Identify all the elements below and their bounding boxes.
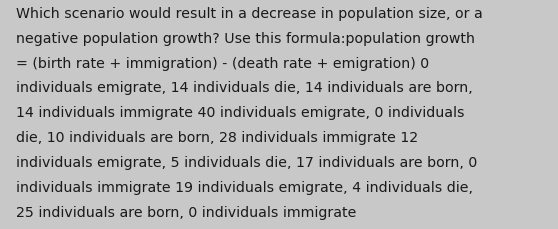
Text: 14 individuals immigrate 40 individuals emigrate, 0 individuals: 14 individuals immigrate 40 individuals …	[16, 106, 464, 120]
Text: negative population growth? Use this formula:population growth: negative population growth? Use this for…	[16, 32, 475, 46]
Text: individuals emigrate, 5 individuals die, 17 individuals are born, 0: individuals emigrate, 5 individuals die,…	[16, 155, 477, 169]
Text: individuals emigrate, 14 individuals die, 14 individuals are born,: individuals emigrate, 14 individuals die…	[16, 81, 473, 95]
Text: = (birth rate + immigration) - (death rate + emigration) 0: = (birth rate + immigration) - (death ra…	[16, 56, 429, 70]
Text: die, 10 individuals are born, 28 individuals immigrate 12: die, 10 individuals are born, 28 individ…	[16, 131, 418, 144]
Text: 25 individuals are born, 0 individuals immigrate: 25 individuals are born, 0 individuals i…	[16, 205, 356, 219]
Text: individuals immigrate 19 individuals emigrate, 4 individuals die,: individuals immigrate 19 individuals emi…	[16, 180, 473, 194]
Text: Which scenario would result in a decrease in population size, or a: Which scenario would result in a decreas…	[16, 7, 482, 21]
